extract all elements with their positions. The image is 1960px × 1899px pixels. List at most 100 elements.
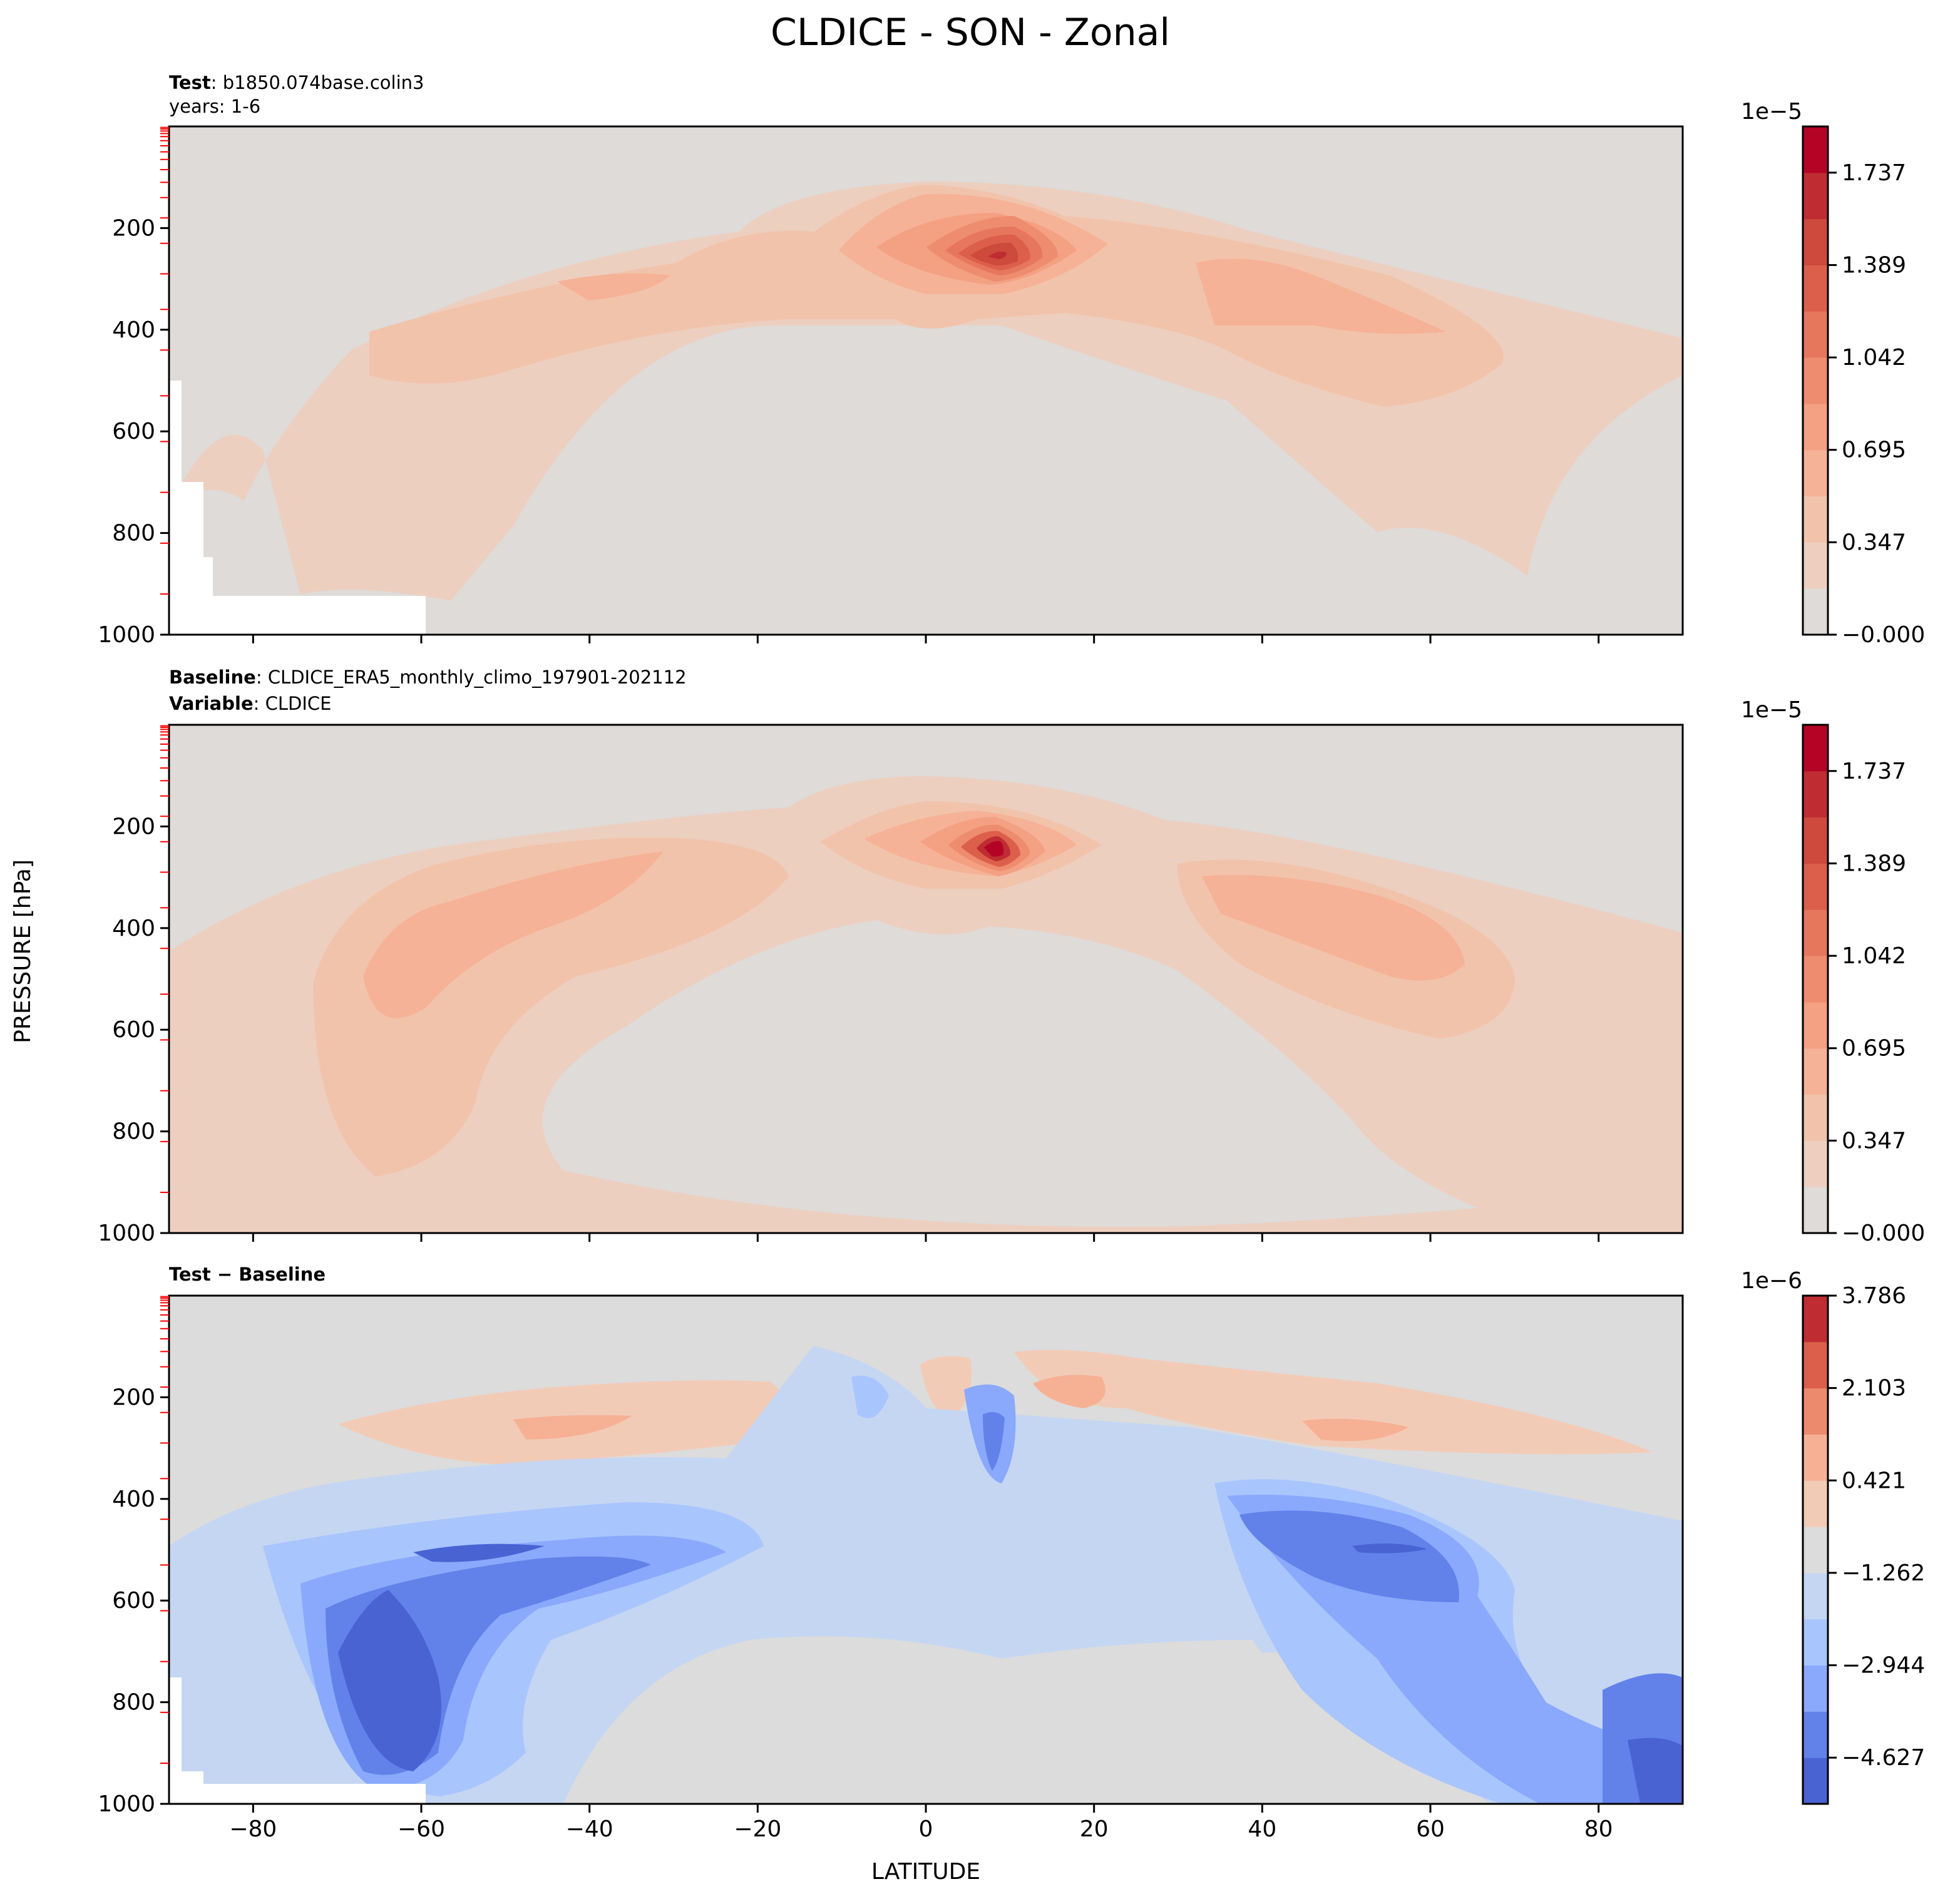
colorbar-tick-label: 0.695 <box>1842 438 1906 463</box>
test-header-line-1: Test: b1850.074base.colin3 <box>169 72 424 93</box>
difference-positive-eq <box>920 1356 972 1421</box>
x-tick-label: −80 <box>229 1816 277 1842</box>
baseline-colorbar: 1e−5 −0.000 0.347 0.695 1.042 1.389 1.737 <box>1741 697 1925 1246</box>
x-tick-label: −60 <box>398 1816 445 1842</box>
difference-missing-data-mask-2 <box>203 1784 426 1804</box>
colorbar-tick-label: 1.389 <box>1842 851 1906 876</box>
difference-colorbar: 1e−6 −4.627 −2.944 −1.262 0.421 2.103 3.786 <box>1741 1268 1925 1805</box>
y-tick-label: 800 <box>112 521 155 546</box>
colorbar-swatch <box>1803 265 1828 312</box>
y-tick-label: 600 <box>112 1017 155 1043</box>
colorbar-swatch <box>1803 956 1828 1003</box>
colorbar-frame <box>1802 125 1829 636</box>
y-tick-label: 600 <box>112 419 155 444</box>
y-axis-label: PRESSURE [hPa] <box>10 859 36 1043</box>
colorbar-swatch <box>1803 1619 1828 1666</box>
x-tick-label: −40 <box>566 1816 613 1842</box>
colorbar-tick-label: 1.042 <box>1842 345 1906 371</box>
x-tick-label: 40 <box>1248 1816 1276 1842</box>
colorbar-swatch <box>1803 1434 1828 1481</box>
y-tick-label: 200 <box>112 215 155 241</box>
x-tick-label: 0 <box>919 1816 933 1842</box>
baseline-contour-field <box>169 725 1683 1233</box>
colorbar-frame <box>1802 1294 1829 1805</box>
x-tick-label: 20 <box>1080 1816 1109 1842</box>
baseline-header-line-1: Baseline: CLDICE_ERA5_monthly_climo_1979… <box>169 667 687 688</box>
test-contour-band-2 <box>369 185 1504 407</box>
colorbar-tick-label: −0.000 <box>1842 1221 1925 1246</box>
y-tick-label: 400 <box>112 1487 155 1512</box>
colorbar-swatch <box>1803 126 1828 173</box>
y-tick-label: 1000 <box>98 1221 155 1246</box>
colorbar-swatch <box>1803 1001 1828 1049</box>
colorbar-tick-label: 1.737 <box>1842 160 1906 186</box>
colorbar-swatch <box>1803 909 1828 956</box>
figure-title: CLDICE - SON - Zonal <box>771 11 1170 54</box>
test-missing-data-mask <box>169 381 426 635</box>
x-tick-label: −20 <box>734 1816 781 1842</box>
colorbar-frame <box>1802 724 1829 1234</box>
test-contour-field <box>169 126 1683 635</box>
colorbar-tick-label: 0.347 <box>1842 530 1906 555</box>
y-tick-label: 200 <box>112 814 155 839</box>
y-tick-label: 800 <box>112 1690 155 1716</box>
colorbar-swatch <box>1803 403 1828 451</box>
difference-negative-core-arctic <box>1628 1738 1683 1803</box>
difference-positive-nh <box>1014 1349 1653 1455</box>
colorbar-tick-label: −2.944 <box>1842 1653 1925 1679</box>
x-tick-label: 60 <box>1416 1816 1445 1842</box>
colorbar-swatch <box>1803 1711 1828 1758</box>
colorbar-swatch <box>1803 770 1828 818</box>
x-axis-label: LATITUDE <box>871 1859 980 1885</box>
baseline-contour-blob-sh <box>363 851 664 1018</box>
difference-contour-field <box>169 1296 1683 1804</box>
difference-missing-data-mask <box>169 1677 203 1804</box>
colorbar-swatch <box>1803 1480 1828 1527</box>
colorbar-swatch <box>1803 1388 1828 1435</box>
colorbar-swatch <box>1803 218 1828 265</box>
test-header-line-2: years: 1-6 <box>169 96 260 117</box>
difference-negative-core-sh-upper <box>413 1543 545 1562</box>
panel-baseline: Baseline: CLDICE_ERA5_monthly_climo_1979… <box>98 667 1925 1246</box>
colorbar-swatch <box>1803 1048 1828 1095</box>
x-tick-label: 80 <box>1584 1816 1613 1842</box>
panel-difference: Test − Baseline <box>98 1264 1925 1842</box>
baseline-colorbar-exponent: 1e−5 <box>1741 697 1802 723</box>
colorbar-swatch <box>1803 1341 1828 1389</box>
y-tick-label: 400 <box>112 317 155 343</box>
colorbar-swatch <box>1803 1758 1828 1804</box>
colorbar-swatch <box>1803 357 1828 404</box>
colorbar-swatch <box>1803 542 1828 589</box>
y-tick-label: 800 <box>112 1119 155 1145</box>
colorbar-swatch <box>1803 1140 1828 1187</box>
colorbar-swatch <box>1803 311 1828 358</box>
difference-negative-core-nh <box>1352 1543 1427 1553</box>
colorbar-swatch <box>1803 1527 1828 1574</box>
baseline-header-line-2: Variable: CLDICE <box>169 693 331 714</box>
colorbar-tick-label: −4.627 <box>1842 1745 1925 1771</box>
colorbar-tick-label: 1.042 <box>1842 943 1906 969</box>
difference-positive-sh-core <box>513 1415 632 1440</box>
difference-negative-core-sh <box>338 1590 441 1771</box>
test-contour-blob-sh <box>557 273 670 300</box>
difference-negative-band-4-nh <box>1239 1510 1459 1602</box>
y-tick-label: 200 <box>112 1385 155 1410</box>
colorbar-tick-label: 0.347 <box>1842 1128 1906 1154</box>
panel-test: Test: b1850.074base.colin3 years: 1-6 20… <box>98 72 1925 648</box>
difference-header: Test − Baseline <box>169 1264 326 1285</box>
y-tick-label: 400 <box>112 916 155 941</box>
colorbar-tick-label: 3.786 <box>1842 1283 1906 1309</box>
colorbar-swatch <box>1803 1665 1828 1712</box>
difference-positive-nh-core <box>1033 1374 1106 1408</box>
colorbar-swatch <box>1803 496 1828 543</box>
colorbar-tick-label: −1.262 <box>1842 1560 1925 1586</box>
test-colorbar: 1e−5 −0.000 0.347 0.695 1.042 1.389 1.737 <box>1741 99 1925 648</box>
difference-negative-band-1 <box>169 1346 1683 1804</box>
colorbar-tick-label: 0.695 <box>1842 1036 1906 1062</box>
y-tick-label: 1000 <box>98 622 155 648</box>
colorbar-swatch <box>1803 172 1828 220</box>
baseline-contour-interior <box>542 920 1477 1227</box>
colorbar-swatch <box>1803 1296 1828 1343</box>
baseline-contour-core-10 <box>984 841 1004 857</box>
